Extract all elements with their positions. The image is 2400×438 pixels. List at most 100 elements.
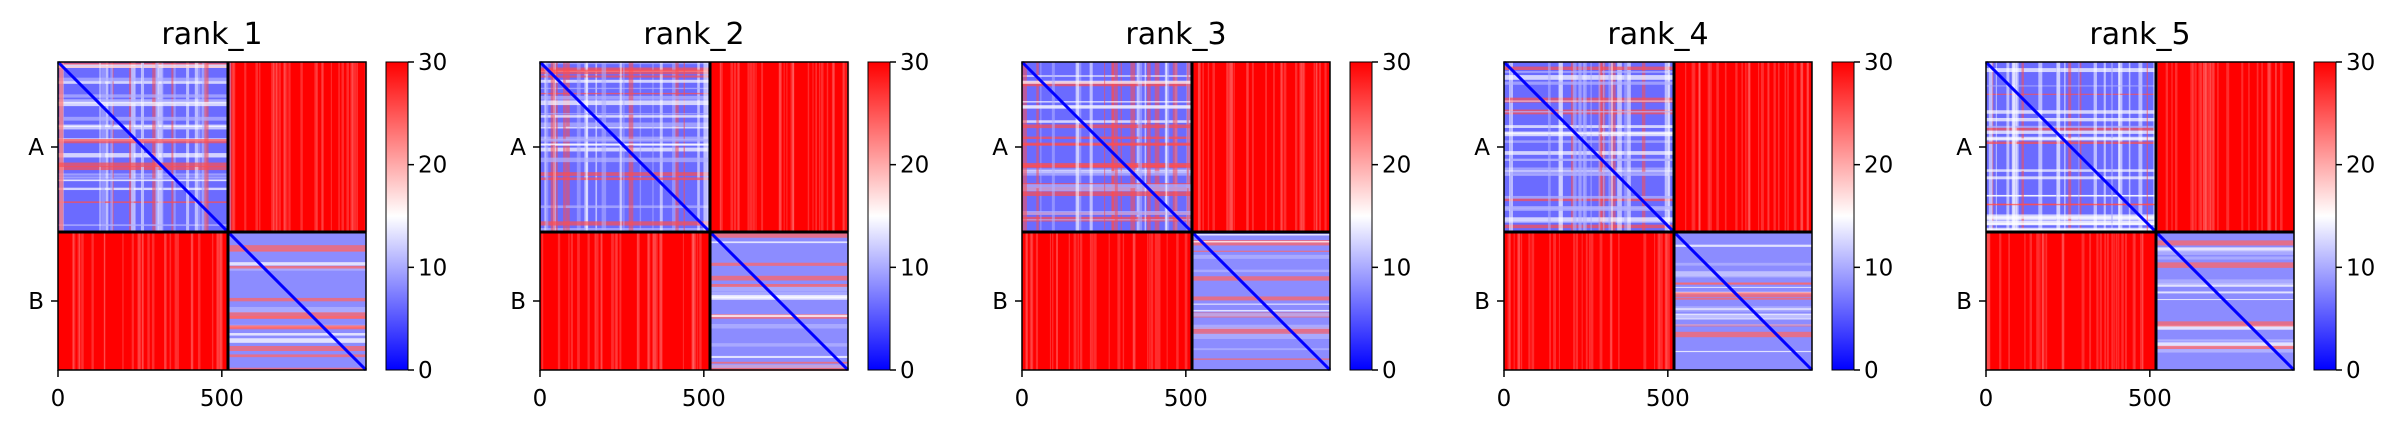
texture-col: [1585, 232, 1588, 370]
texture-col: [1283, 62, 1287, 232]
texture-col: [1233, 62, 1235, 232]
texture-col: [1698, 62, 1701, 232]
texture-col: [2142, 232, 2144, 370]
texture-row: [1504, 140, 1674, 143]
texture-row: [1022, 120, 1192, 123]
texture-col: [1299, 62, 1301, 232]
texture-col: [1989, 62, 1992, 232]
colorbar-tick-label: 30: [900, 50, 929, 76]
texture-col: [2104, 232, 2107, 370]
texture-row: [710, 262, 848, 266]
texture-col: [2267, 62, 2269, 232]
colorbar-tick-label: 20: [1864, 153, 1893, 179]
texture-row: [710, 283, 848, 287]
texture-col: [1198, 62, 1201, 232]
texture-col: [570, 232, 573, 370]
y-tick-label: B: [510, 289, 526, 315]
texture-col: [1104, 62, 1106, 232]
texture-row: [540, 143, 710, 146]
colorbar-tick-label: 0: [1382, 358, 1397, 384]
texture-col: [2241, 62, 2244, 232]
texture-col: [322, 62, 324, 232]
texture-col: [2015, 62, 2019, 232]
texture-col: [2125, 232, 2127, 370]
texture-row: [540, 95, 710, 100]
y-tick-label: A: [1956, 135, 1972, 161]
texture-row: [1192, 303, 1330, 305]
texture-row: [540, 126, 710, 129]
texture-col: [655, 232, 658, 370]
texture-col: [275, 62, 278, 232]
colorbar-tick-label: 0: [1864, 358, 1879, 384]
texture-col: [1991, 62, 1993, 232]
texture-row: [540, 122, 710, 127]
diagonal-bb: [2154, 230, 2296, 372]
texture-col: [1056, 232, 1058, 370]
texture-col: [315, 62, 319, 232]
texture-row: [1504, 221, 1674, 223]
texture-row: [1022, 162, 1192, 168]
texture-col: [1166, 232, 1168, 370]
texture-col: [141, 232, 144, 370]
texture-row: [1504, 198, 1674, 202]
texture-col: [1806, 62, 1810, 232]
texture-row: [540, 69, 710, 75]
texture-col: [2103, 62, 2106, 232]
texture-row: [228, 250, 366, 252]
texture-col: [1768, 62, 1770, 232]
texture-col: [2081, 232, 2085, 370]
texture-col: [2207, 62, 2209, 232]
texture-col: [1147, 62, 1151, 232]
texture-row: [1192, 313, 1330, 317]
texture-col: [110, 62, 114, 232]
colorbar-tick-label: 10: [418, 255, 447, 281]
texture-col: [1664, 62, 1670, 232]
texture-row: [1504, 111, 1674, 113]
texture-row: [540, 157, 710, 163]
texture-col: [272, 62, 276, 232]
texture-col: [351, 62, 354, 232]
texture-col: [2134, 232, 2136, 370]
texture-row: [1504, 75, 1674, 80]
texture-col: [2195, 62, 2197, 232]
texture-col: [314, 62, 317, 232]
texture-col: [1745, 62, 1747, 232]
y-tick-label: B: [1474, 289, 1490, 315]
texture-row: [2156, 346, 2294, 353]
texture-row: [1022, 81, 1192, 87]
texture-col: [271, 62, 275, 232]
texture-col: [1026, 232, 1028, 370]
texture-row: [1022, 219, 1192, 221]
texture-col: [755, 62, 757, 232]
x-tick-label: 0: [533, 386, 548, 412]
texture-row: [1192, 269, 1330, 273]
heatmap-panel-5: rank_5 0 500 A B 0 10 20 30: [1956, 17, 2375, 412]
texture-row: [2156, 325, 2294, 330]
texture-col: [1708, 62, 1712, 232]
texture-row: [710, 323, 848, 329]
texture-row: [1504, 81, 1674, 85]
texture-col: [321, 62, 324, 232]
colorbar-tick-label: 0: [2346, 358, 2361, 384]
texture-col: [1176, 232, 1179, 370]
texture-row: [540, 115, 710, 118]
texture-col: [1029, 232, 1033, 370]
texture-row: [540, 172, 710, 176]
texture-col: [278, 62, 281, 232]
y-tick-label: A: [510, 135, 526, 161]
texture-row: [1674, 282, 1812, 285]
texture-col: [652, 62, 654, 232]
texture-col: [1610, 62, 1616, 232]
texture-col: [647, 232, 651, 370]
texture-col: [719, 62, 721, 232]
texture-col: [842, 62, 844, 232]
texture-col: [1608, 62, 1611, 232]
texture-col: [1246, 62, 1248, 232]
texture-col: [1112, 62, 1115, 232]
texture-row: [228, 346, 366, 352]
texture-row: [1504, 171, 1674, 176]
texture-col: [103, 232, 106, 370]
texture-col: [1517, 232, 1521, 370]
texture-col: [1658, 232, 1662, 370]
texture-col: [2115, 232, 2118, 370]
